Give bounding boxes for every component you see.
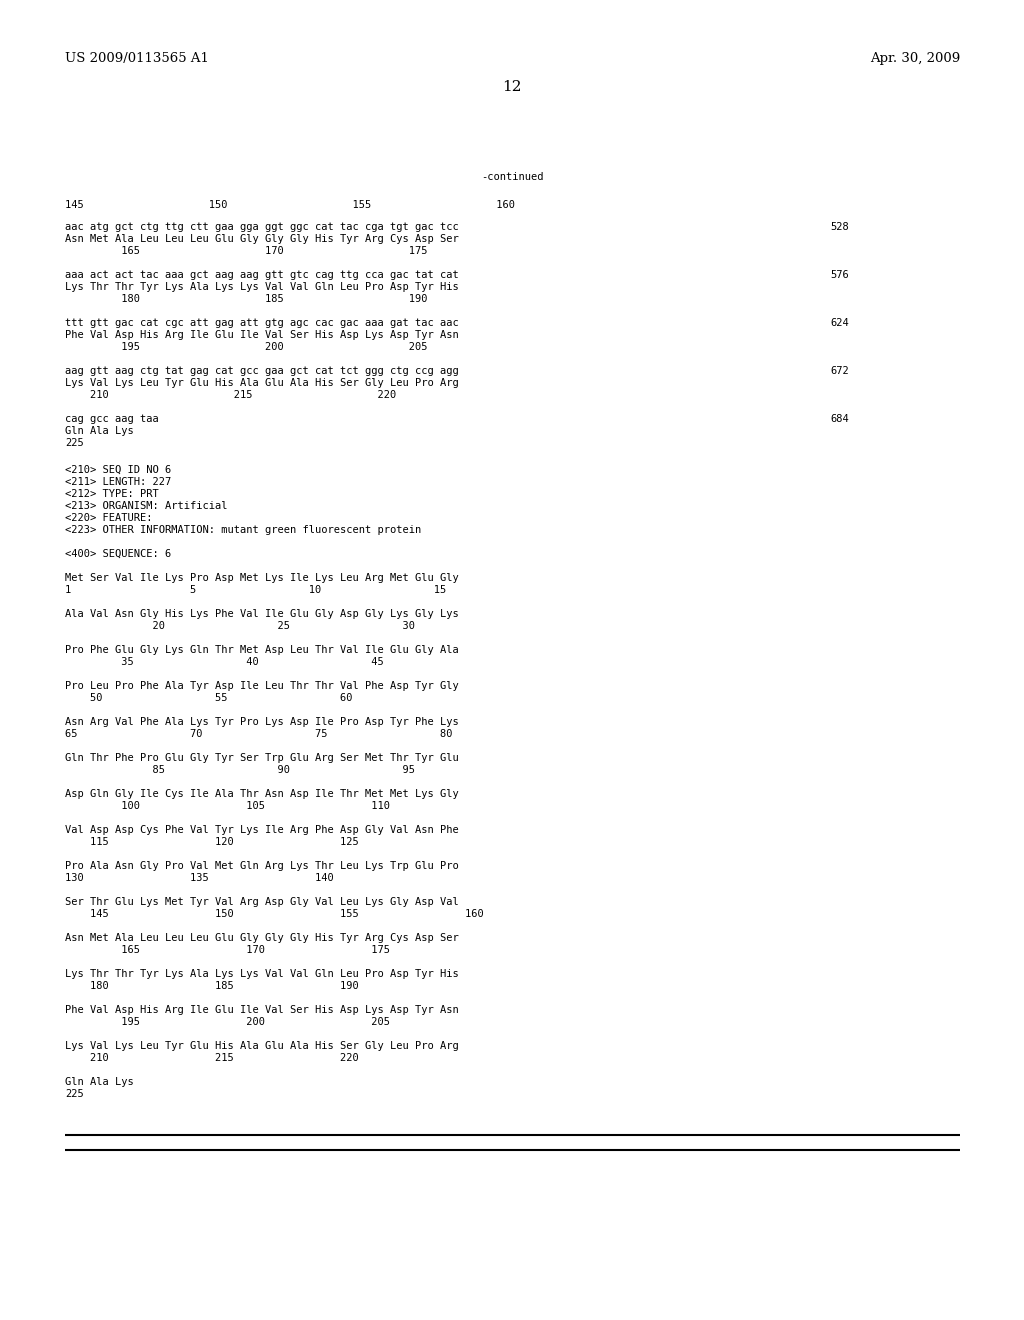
Text: cag gcc aag taa: cag gcc aag taa <box>65 414 159 424</box>
Text: 180                 185                 190: 180 185 190 <box>65 981 358 991</box>
Text: 672: 672 <box>830 366 849 376</box>
Text: aaa act act tac aaa gct aag aag gtt gtc cag ttg cca gac tat cat: aaa act act tac aaa gct aag aag gtt gtc … <box>65 271 459 280</box>
Text: 65                  70                  75                  80: 65 70 75 80 <box>65 729 453 739</box>
Text: Val Asp Asp Cys Phe Val Tyr Lys Ile Arg Phe Asp Gly Val Asn Phe: Val Asp Asp Cys Phe Val Tyr Lys Ile Arg … <box>65 825 459 836</box>
Text: Pro Leu Pro Phe Ala Tyr Asp Ile Leu Thr Thr Val Phe Asp Tyr Gly: Pro Leu Pro Phe Ala Tyr Asp Ile Leu Thr … <box>65 681 459 690</box>
Text: 20                  25                  30: 20 25 30 <box>65 620 415 631</box>
Text: Asp Gln Gly Ile Cys Ile Ala Thr Asn Asp Ile Thr Met Met Lys Gly: Asp Gln Gly Ile Cys Ile Ala Thr Asn Asp … <box>65 789 459 799</box>
Text: 165                 170                 175: 165 170 175 <box>65 945 390 954</box>
Text: 684: 684 <box>830 414 849 424</box>
Text: aag gtt aag ctg tat gag cat gcc gaa gct cat tct ggg ctg ccg agg: aag gtt aag ctg tat gag cat gcc gaa gct … <box>65 366 459 376</box>
Text: 528: 528 <box>830 222 849 232</box>
Text: ttt gtt gac cat cgc att gag att gtg agc cac gac aaa gat tac aac: ttt gtt gac cat cgc att gag att gtg agc … <box>65 318 459 327</box>
Text: Asn Met Ala Leu Leu Leu Glu Gly Gly Gly His Tyr Arg Cys Asp Ser: Asn Met Ala Leu Leu Leu Glu Gly Gly Gly … <box>65 933 459 942</box>
Text: 210                 215                 220: 210 215 220 <box>65 1053 358 1063</box>
Text: Ser Thr Glu Lys Met Tyr Val Arg Asp Gly Val Leu Lys Gly Asp Val: Ser Thr Glu Lys Met Tyr Val Arg Asp Gly … <box>65 898 459 907</box>
Text: Lys Thr Thr Tyr Lys Ala Lys Lys Val Val Gln Leu Pro Asp Tyr His: Lys Thr Thr Tyr Lys Ala Lys Lys Val Val … <box>65 969 459 979</box>
Text: 225: 225 <box>65 438 84 447</box>
Text: <212> TYPE: PRT: <212> TYPE: PRT <box>65 488 159 499</box>
Text: Gln Thr Phe Pro Glu Gly Tyr Ser Trp Glu Arg Ser Met Thr Tyr Glu: Gln Thr Phe Pro Glu Gly Tyr Ser Trp Glu … <box>65 752 459 763</box>
Text: 195                    200                    205: 195 200 205 <box>65 342 427 352</box>
Text: 576: 576 <box>830 271 849 280</box>
Text: <400> SEQUENCE: 6: <400> SEQUENCE: 6 <box>65 549 171 558</box>
Text: Apr. 30, 2009: Apr. 30, 2009 <box>869 51 961 65</box>
Text: <210> SEQ ID NO 6: <210> SEQ ID NO 6 <box>65 465 171 475</box>
Text: <220> FEATURE:: <220> FEATURE: <box>65 513 153 523</box>
Text: 624: 624 <box>830 318 849 327</box>
Text: <213> ORGANISM: Artificial: <213> ORGANISM: Artificial <box>65 502 227 511</box>
Text: Lys Val Lys Leu Tyr Glu His Ala Glu Ala His Ser Gly Leu Pro Arg: Lys Val Lys Leu Tyr Glu His Ala Glu Ala … <box>65 378 459 388</box>
Text: 130                 135                 140: 130 135 140 <box>65 873 334 883</box>
Text: 1                   5                  10                  15: 1 5 10 15 <box>65 585 446 595</box>
Text: -continued: -continued <box>480 172 544 182</box>
Text: 115                 120                 125: 115 120 125 <box>65 837 358 847</box>
Text: 195                 200                 205: 195 200 205 <box>65 1016 390 1027</box>
Text: US 2009/0113565 A1: US 2009/0113565 A1 <box>65 51 209 65</box>
Text: Pro Phe Glu Gly Lys Gln Thr Met Asp Leu Thr Val Ile Glu Gly Ala: Pro Phe Glu Gly Lys Gln Thr Met Asp Leu … <box>65 645 459 655</box>
Text: 145                    150                    155                    160: 145 150 155 160 <box>65 201 515 210</box>
Text: Pro Ala Asn Gly Pro Val Met Gln Arg Lys Thr Leu Lys Trp Glu Pro: Pro Ala Asn Gly Pro Val Met Gln Arg Lys … <box>65 861 459 871</box>
Text: Asn Arg Val Phe Ala Lys Tyr Pro Lys Asp Ile Pro Asp Tyr Phe Lys: Asn Arg Val Phe Ala Lys Tyr Pro Lys Asp … <box>65 717 459 727</box>
Text: 12: 12 <box>502 81 522 94</box>
Text: Lys Val Lys Leu Tyr Glu His Ala Glu Ala His Ser Gly Leu Pro Arg: Lys Val Lys Leu Tyr Glu His Ala Glu Ala … <box>65 1041 459 1051</box>
Text: Asn Met Ala Leu Leu Leu Glu Gly Gly Gly His Tyr Arg Cys Asp Ser: Asn Met Ala Leu Leu Leu Glu Gly Gly Gly … <box>65 234 459 244</box>
Text: Phe Val Asp His Arg Ile Glu Ile Val Ser His Asp Lys Asp Tyr Asn: Phe Val Asp His Arg Ile Glu Ile Val Ser … <box>65 1005 459 1015</box>
Text: <211> LENGTH: 227: <211> LENGTH: 227 <box>65 477 171 487</box>
Text: Gln Ala Lys: Gln Ala Lys <box>65 1077 134 1086</box>
Text: 50                  55                  60: 50 55 60 <box>65 693 352 704</box>
Text: 100                 105                 110: 100 105 110 <box>65 801 390 810</box>
Text: 180                    185                    190: 180 185 190 <box>65 294 427 304</box>
Text: 165                    170                    175: 165 170 175 <box>65 246 427 256</box>
Text: 35                  40                  45: 35 40 45 <box>65 657 384 667</box>
Text: <223> OTHER INFORMATION: mutant green fluorescent protein: <223> OTHER INFORMATION: mutant green fl… <box>65 525 421 535</box>
Text: aac atg gct ctg ttg ctt gaa gga ggt ggc cat tac cga tgt gac tcc: aac atg gct ctg ttg ctt gaa gga ggt ggc … <box>65 222 459 232</box>
Text: Met Ser Val Ile Lys Pro Asp Met Lys Ile Lys Leu Arg Met Glu Gly: Met Ser Val Ile Lys Pro Asp Met Lys Ile … <box>65 573 459 583</box>
Text: Phe Val Asp His Arg Ile Glu Ile Val Ser His Asp Lys Asp Tyr Asn: Phe Val Asp His Arg Ile Glu Ile Val Ser … <box>65 330 459 341</box>
Text: Ala Val Asn Gly His Lys Phe Val Ile Glu Gly Asp Gly Lys Gly Lys: Ala Val Asn Gly His Lys Phe Val Ile Glu … <box>65 609 459 619</box>
Text: Gln Ala Lys: Gln Ala Lys <box>65 426 134 436</box>
Text: 145                 150                 155                 160: 145 150 155 160 <box>65 909 483 919</box>
Text: 210                    215                    220: 210 215 220 <box>65 389 396 400</box>
Text: Lys Thr Thr Tyr Lys Ala Lys Lys Val Val Gln Leu Pro Asp Tyr His: Lys Thr Thr Tyr Lys Ala Lys Lys Val Val … <box>65 282 459 292</box>
Text: 85                  90                  95: 85 90 95 <box>65 766 415 775</box>
Text: 225: 225 <box>65 1089 84 1100</box>
